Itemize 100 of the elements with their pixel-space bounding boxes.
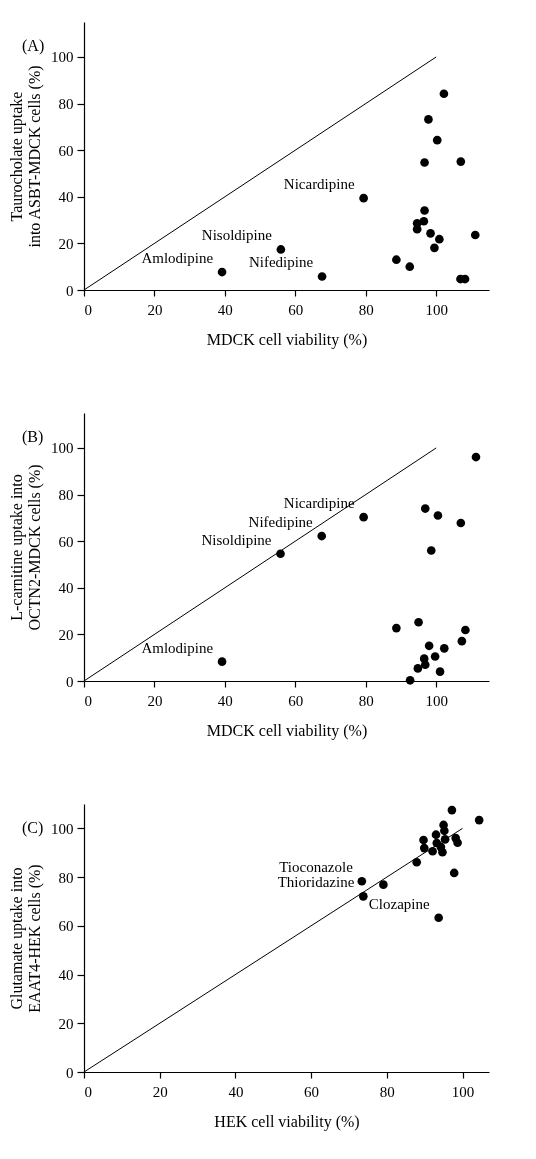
- point: [359, 193, 368, 203]
- annotation: Nicardipine: [283, 495, 355, 512]
- point: [461, 625, 470, 635]
- y-tick-label: 0: [66, 282, 74, 299]
- y-tick-label: 60: [58, 533, 74, 550]
- x-axis-title: HEK cell viability (%): [214, 1112, 360, 1131]
- y-tick-label: 100: [51, 440, 74, 457]
- x-tick-label: 100: [451, 1083, 475, 1100]
- point: [428, 846, 437, 856]
- y-tick-label: 20: [58, 235, 74, 252]
- x-tick-label: 60: [304, 1083, 320, 1100]
- point: [420, 158, 429, 167]
- point: [317, 272, 327, 281]
- point: [392, 255, 401, 265]
- point: [456, 518, 466, 528]
- point: [435, 667, 445, 676]
- point: [424, 115, 433, 124]
- x-tick-label: 40: [217, 301, 233, 318]
- annotation: Thioridazine: [277, 874, 355, 891]
- point: [424, 641, 434, 651]
- y-axis-title: Glutamate uptake into EAAT4-HEK cells (%): [8, 864, 44, 1013]
- text: (A): [22, 37, 45, 55]
- point: [435, 234, 444, 244]
- point: [439, 89, 449, 99]
- point: [412, 857, 422, 867]
- y-tick-label: 100: [51, 49, 74, 66]
- point: [405, 262, 415, 272]
- x-tick-label: 0: [84, 1083, 92, 1100]
- x-tick-label: 100: [425, 301, 448, 318]
- y-tick-label: 60: [58, 918, 74, 935]
- x-tick-label: 40: [217, 692, 233, 709]
- point: [471, 452, 481, 462]
- point: [457, 636, 467, 646]
- point: [431, 830, 441, 840]
- point: [420, 504, 430, 513]
- point: [440, 835, 450, 844]
- y-tick-label: 40: [58, 580, 74, 597]
- x-tick-label: 80: [358, 301, 374, 318]
- point: [426, 229, 435, 238]
- annotation: Amlodipine: [141, 639, 214, 656]
- y-tick-label: 20: [58, 1015, 74, 1032]
- point: [434, 913, 443, 923]
- point: [439, 644, 449, 653]
- point: [420, 660, 430, 670]
- point: [426, 546, 436, 555]
- point: [420, 206, 429, 215]
- point: [276, 549, 285, 559]
- point: [432, 135, 442, 145]
- point: [433, 511, 443, 520]
- x-axis-title: MDCK cell viability (%): [206, 330, 368, 349]
- x-tick-label: 20: [147, 692, 163, 709]
- x-tick-label: 40: [228, 1083, 244, 1100]
- x-tick-label: 0: [84, 301, 92, 318]
- x-tick-label: 60: [288, 692, 304, 709]
- annotation: Nisoldipine: [201, 227, 273, 244]
- x-tick-label: 100: [425, 692, 448, 709]
- x-tick-label: 80: [358, 692, 374, 709]
- point: [419, 216, 429, 226]
- y-tick-label: 100: [51, 820, 74, 837]
- y-axis-title: L-carnitine uptake into OCTN2-MDCK cells (%): [8, 464, 44, 631]
- x-tick-label: 60: [288, 301, 304, 318]
- annotation: Nifedipine: [248, 514, 314, 531]
- point: [474, 815, 484, 825]
- point: [413, 664, 423, 673]
- point: [440, 826, 449, 836]
- annotation: Nisoldipine: [201, 531, 272, 548]
- point: [317, 531, 327, 541]
- point: [453, 838, 462, 848]
- x-axis-title: MDCK cell viability (%): [206, 721, 368, 740]
- point: [419, 835, 428, 845]
- point: [217, 657, 227, 666]
- y-tick-label: 80: [58, 487, 74, 504]
- point: [456, 157, 466, 166]
- y-tick-label: 40: [58, 189, 74, 206]
- point: [449, 868, 459, 878]
- y-tick-label: 40: [58, 967, 74, 984]
- text: (C): [22, 819, 44, 837]
- y-tick-label: 0: [66, 673, 74, 690]
- x-tick-label: 20: [147, 301, 163, 318]
- point: [405, 675, 415, 685]
- text: (B): [22, 428, 44, 446]
- x-tick-label: 80: [379, 1083, 395, 1100]
- point: [276, 245, 286, 254]
- y-axis-title: Taurocholate uptake into ASBT-MDCK cells (%): [8, 65, 44, 248]
- annotation: Nicardipine: [283, 176, 355, 193]
- annotation: Clozapine: [368, 895, 430, 912]
- point: [470, 230, 480, 240]
- y-tick-label: 80: [58, 96, 74, 113]
- x-tick-label: 0: [84, 692, 92, 709]
- point: [357, 876, 367, 886]
- point: [379, 880, 388, 889]
- point: [430, 243, 439, 253]
- point: [414, 617, 423, 627]
- point: [392, 623, 401, 633]
- point: [359, 892, 368, 901]
- point: [217, 267, 227, 277]
- point: [447, 805, 457, 815]
- x-tick-label: 20: [152, 1083, 168, 1100]
- y-tick-label: 80: [58, 869, 74, 886]
- y-tick-label: 0: [66, 1064, 74, 1081]
